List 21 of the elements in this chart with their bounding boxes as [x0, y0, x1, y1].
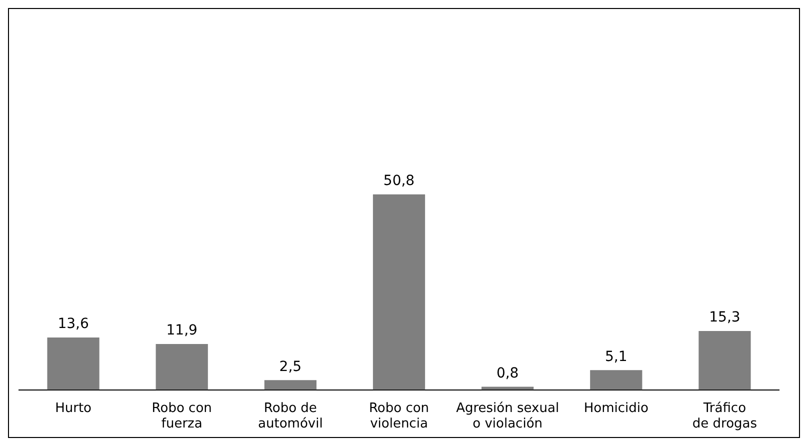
x-tick-label: Robo con fuerza: [152, 400, 212, 432]
x-tick-label: Tráfico de drogas: [692, 400, 758, 432]
x-tick-label: Agresión sexual o violación: [456, 400, 560, 432]
data-label: 50,8: [383, 173, 415, 190]
x-tick-label: Homicidio: [584, 400, 648, 416]
bar: [156, 344, 208, 390]
bar: [590, 370, 642, 390]
x-tick-label: Robo con violencia: [368, 400, 430, 432]
bar: [698, 330, 751, 390]
data-label: 0,8: [496, 365, 519, 382]
bar: [482, 386, 534, 390]
data-label: 5,1: [605, 348, 628, 365]
bar: [264, 380, 316, 390]
data-label: 15,3: [709, 310, 740, 326]
x-tick-label: Hurto: [55, 400, 92, 416]
data-label: 13,6: [58, 316, 89, 332]
data-label: 2,5: [279, 358, 302, 375]
x-tick-label: Robo de automóvil: [258, 400, 323, 432]
data-label: 11,9: [166, 322, 198, 339]
bar: [47, 337, 100, 390]
bar: [372, 194, 426, 390]
